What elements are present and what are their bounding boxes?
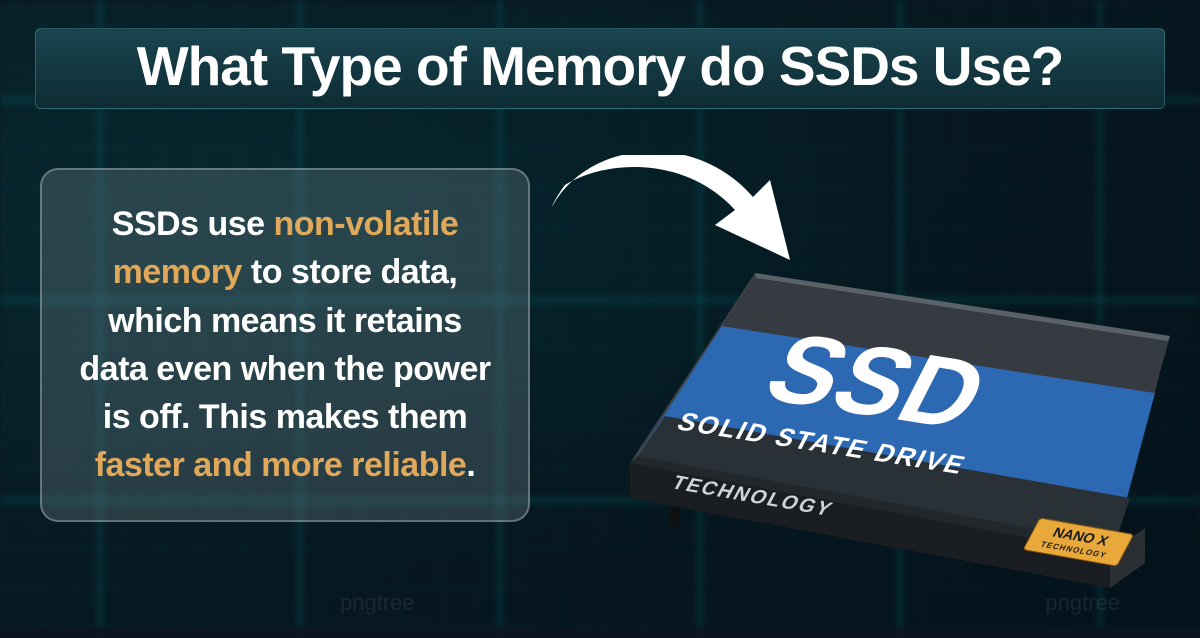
info-box: SSDs use non-volatile memory to store da… <box>40 168 530 522</box>
title-bar: What Type of Memory do SSDs Use? <box>35 28 1165 109</box>
page-title: What Type of Memory do SSDs Use? <box>56 39 1144 94</box>
ssd-illustration: SSD SOLID STATE DRIVE TECHNOLOGY NANO X … <box>570 238 1190 638</box>
text-segment: SSDs use <box>112 205 274 243</box>
watermark: pngtree <box>340 590 415 616</box>
highlight-text: faster and more reliable <box>95 446 467 484</box>
text-segment: . <box>466 446 475 484</box>
info-text: SSDs use non-volatile memory to store da… <box>70 200 500 490</box>
